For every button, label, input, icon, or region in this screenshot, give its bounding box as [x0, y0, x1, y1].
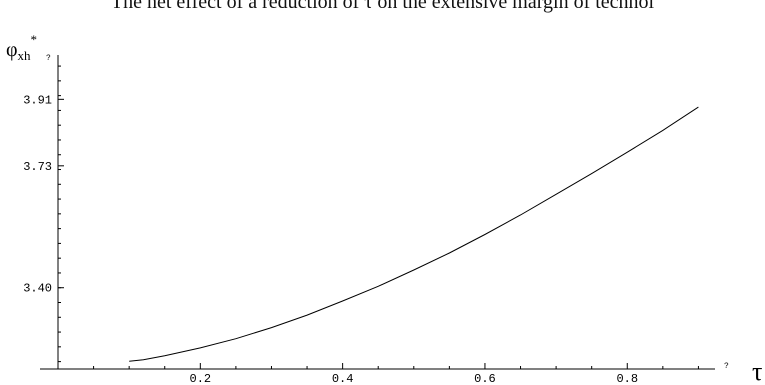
x-tick-label: 0.8	[616, 372, 638, 385]
series-group	[129, 106, 699, 362]
tick-labels: 0.2 0.4 0.6 0.8 3.40 3.73 3.91	[23, 93, 638, 385]
svg-text:φxh*: φxh*	[6, 32, 37, 63]
y-tick-label: 3.73	[23, 160, 52, 174]
y-axis-label: φxh* ?	[6, 32, 51, 63]
x-axis-marker: ?	[724, 362, 729, 371]
y-tick-label: 3.40	[23, 282, 52, 296]
y-axis-label-main: φ	[6, 39, 18, 61]
caption-text: The net effect of a reduction of τ on th…	[110, 0, 655, 13]
x-tick-label: 0.2	[190, 372, 212, 385]
y-axis-label-subscript: xh	[18, 48, 32, 63]
x-tick-label: 0.4	[332, 372, 354, 385]
y-axis-label-superscript: *	[31, 32, 38, 47]
ticks	[58, 65, 699, 369]
x-axis-label-text: τ	[752, 357, 762, 385]
axes	[40, 55, 715, 370]
y-tick-label: 3.91	[23, 93, 52, 107]
series-line	[129, 106, 699, 362]
x-tick-label: 0.6	[474, 372, 496, 385]
y-axis-marker: ?	[46, 54, 51, 63]
x-axis-label: ? τ	[724, 357, 762, 385]
